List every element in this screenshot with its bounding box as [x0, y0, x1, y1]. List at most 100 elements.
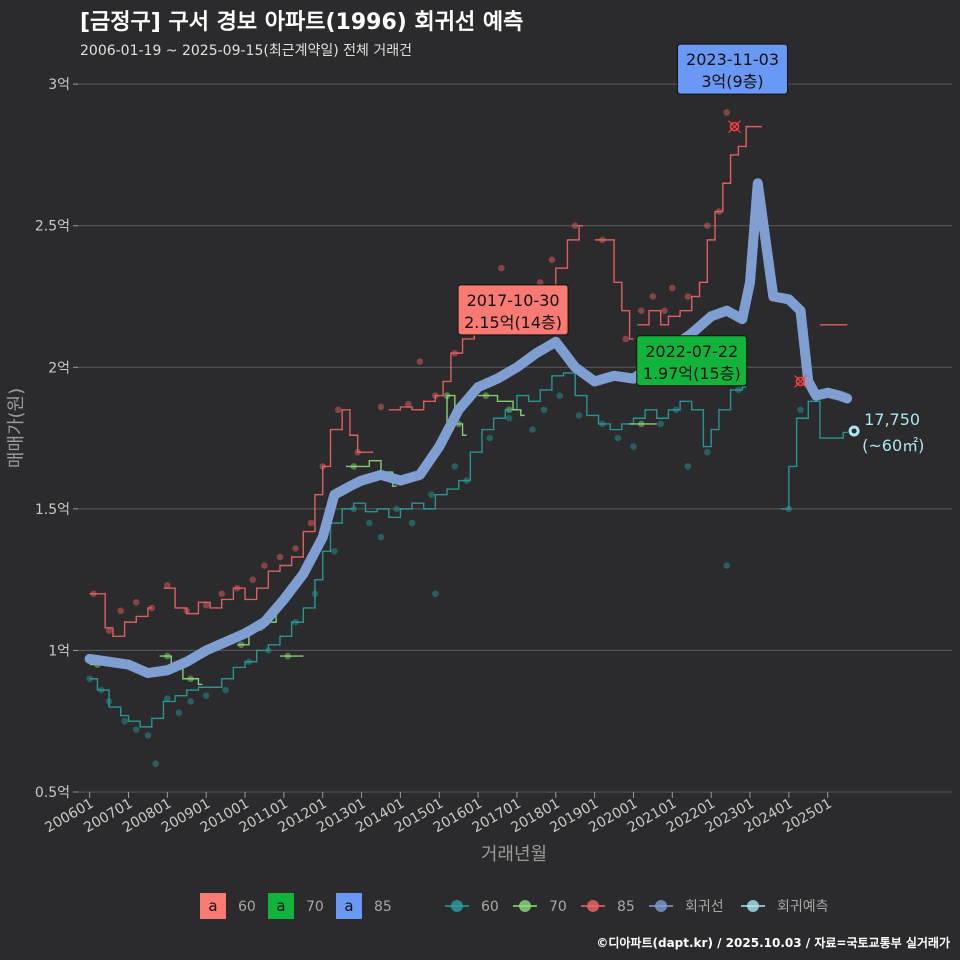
legend: a 60 a 70 a 85 60 70 85 회귀선 회귀예측 — [200, 893, 829, 919]
scatter-point-60 — [187, 698, 194, 705]
legend-swatch-letter: a — [344, 897, 353, 915]
chart-caption: ©디아파트(dapt.kr) / 2025.10.03 / 자료=국토교통부 실… — [596, 936, 950, 950]
y-tick-label: 1억 — [48, 643, 70, 659]
forecast-area: (~60㎡) — [862, 436, 924, 455]
annotation-value: 2.15억(14층) — [464, 313, 562, 332]
scatter-point-60 — [556, 392, 563, 399]
scatter-point-85 — [669, 284, 676, 292]
annotation-date: 2017-10-30 — [467, 291, 560, 310]
legend-label: 회귀선 — [685, 899, 724, 915]
series-line-60 — [781, 400, 856, 510]
forecast: 17,750 (~60㎡) — [847, 410, 924, 455]
series-lines — [89, 125, 856, 728]
scatter-point-85 — [202, 601, 210, 609]
scatter-point-60 — [121, 717, 128, 725]
scatter-point-60 — [428, 491, 435, 499]
scatter-point-60 — [393, 505, 400, 513]
scatter-point-60 — [657, 420, 664, 428]
forecast-point-center — [851, 428, 857, 434]
scatter-point-85 — [132, 598, 140, 606]
scatter-point-85 — [261, 562, 268, 569]
scatter-point-60 — [152, 760, 159, 767]
scatter-point-85 — [404, 400, 412, 408]
scatter-point-60 — [723, 562, 731, 569]
legend-swatch-label-box — [268, 893, 294, 919]
scatter-point-85 — [536, 279, 544, 286]
scatter-point-85 — [164, 582, 171, 589]
y-axis-title: 매매가(원) — [6, 388, 27, 468]
scatter-point-85 — [703, 222, 711, 230]
legend-label: 85 — [374, 899, 392, 915]
scatter-point-85 — [377, 403, 385, 411]
scatter-point-60 — [222, 686, 229, 694]
annotation-box — [636, 335, 748, 387]
scatter-point-60 — [451, 463, 459, 470]
annotation-value: 3억(9층) — [701, 72, 763, 91]
scatter-point-60 — [540, 406, 548, 414]
chart-subtitle: 2006-01-19 ~ 2025-09-15(최근계약일) 전체 거래건 — [80, 43, 412, 59]
annotation-box — [457, 284, 569, 336]
scatter-point-60 — [797, 406, 804, 414]
y-tick-label: 2.5억 — [35, 219, 70, 235]
series-line-85 — [594, 239, 634, 340]
legend-swatch-letter: a — [276, 897, 285, 915]
highlight-ring — [729, 121, 740, 132]
highlight-cross — [794, 375, 807, 388]
legend-key-point — [747, 900, 759, 912]
scatter-points — [86, 80, 804, 767]
scatter-point-60 — [529, 426, 536, 433]
scatter-point-85 — [117, 607, 125, 615]
series-line-60 — [89, 372, 747, 728]
scatter-point-60 — [164, 695, 171, 702]
legend-label: 60 — [481, 899, 499, 915]
scatter-point-60 — [575, 412, 583, 419]
legend-key-point — [519, 900, 531, 912]
scatter-point-60 — [202, 692, 210, 700]
highlight-cross — [728, 120, 741, 134]
scatter-point-85 — [292, 545, 299, 552]
legend-key-point — [655, 900, 667, 912]
scatter-point-85 — [649, 293, 657, 300]
annotation-date: 2023-11-03 — [686, 50, 779, 69]
series-line-70 — [159, 655, 203, 686]
series-line-85 — [637, 125, 762, 326]
scatter-point-60 — [703, 448, 711, 456]
legend-key-point — [451, 900, 463, 912]
scatter-point-85 — [498, 264, 505, 272]
regression-line-path — [84, 178, 853, 679]
scatter-point-85 — [416, 358, 424, 365]
scatter-point-85 — [723, 109, 731, 116]
annotations: 2017-10-30 2.15억(14층) 2022-07-22 1.97억(15층)… — [457, 43, 789, 387]
scatter-point-60 — [432, 590, 439, 598]
scatter-point-85 — [637, 307, 645, 314]
scatter-point-60 — [132, 726, 140, 734]
chart-title: [금정구] 구서 경보 아파트(1996) 회귀선 예측 — [80, 10, 524, 35]
legend-swatch-letter: a — [208, 897, 217, 915]
y-tick-label: 3억 — [48, 77, 70, 93]
legend-label: 85 — [617, 899, 635, 915]
scatter-point-60 — [630, 443, 637, 450]
scatter-point-60 — [366, 519, 373, 527]
scatter-point-60 — [614, 434, 622, 442]
scatter-point-60 — [175, 709, 183, 717]
annotation-value: 1.97억(15층) — [643, 364, 741, 383]
legend-key-point — [587, 900, 599, 912]
scatter-point-85 — [571, 222, 579, 230]
annotation-box — [677, 43, 789, 95]
scatter-point-85 — [684, 293, 692, 300]
regression-line — [84, 178, 853, 679]
y-tick-label: 2억 — [48, 360, 70, 376]
legend-label: 70 — [306, 899, 324, 915]
scatter-point-60 — [331, 548, 338, 555]
scatter-point-60 — [377, 533, 385, 541]
scatter-point-85 — [548, 256, 556, 264]
scatter-point-85 — [276, 553, 284, 561]
scatter-point-60 — [684, 463, 692, 470]
forecast-value: 17,750 — [864, 410, 920, 429]
scatter-point-85 — [105, 627, 113, 634]
scatter-point-85 — [334, 406, 342, 414]
scatter-point-60 — [505, 414, 513, 422]
scatter-point-85 — [249, 576, 257, 583]
scatter-point-60 — [144, 732, 152, 739]
